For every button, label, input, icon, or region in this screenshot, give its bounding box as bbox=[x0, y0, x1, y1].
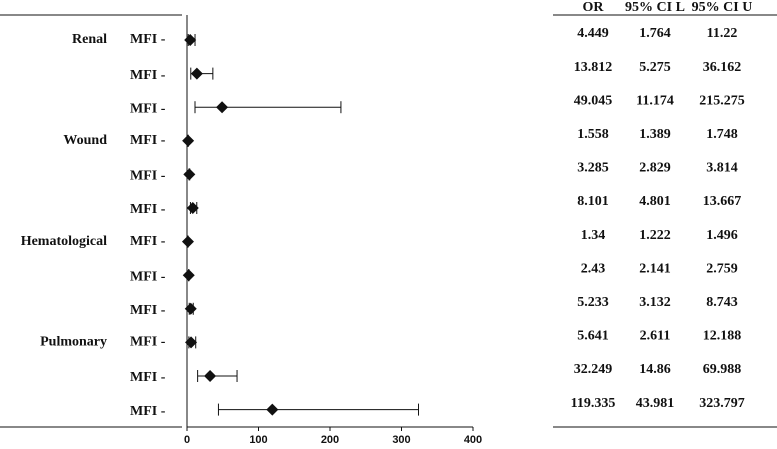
table-value: 2.141 bbox=[639, 261, 671, 276]
table-value: 5.641 bbox=[577, 329, 609, 344]
or-marker bbox=[182, 269, 195, 282]
x-tick-label: 0 bbox=[184, 434, 190, 446]
x-tick-label: 300 bbox=[392, 434, 410, 446]
group-label: Hematological bbox=[21, 234, 107, 249]
table-value: 49.045 bbox=[574, 93, 613, 108]
row-label: MFI - bbox=[130, 269, 166, 284]
row-label: MFI - bbox=[130, 101, 166, 116]
table-value: 11.22 bbox=[707, 26, 738, 41]
or-marker bbox=[184, 302, 197, 315]
table-value: 43.981 bbox=[636, 396, 675, 411]
column-header: 95% CI L bbox=[625, 0, 685, 15]
row-label: MFI - bbox=[130, 303, 166, 318]
or-marker bbox=[266, 403, 279, 416]
table-value: 32.249 bbox=[574, 362, 613, 377]
table-value: 1.764 bbox=[639, 26, 671, 41]
table-value: 8.743 bbox=[706, 295, 738, 310]
or-marker bbox=[204, 370, 217, 382]
row-label: MFI - bbox=[130, 68, 166, 83]
table-value: 1.389 bbox=[639, 127, 671, 142]
row-label: MFI - bbox=[130, 335, 166, 350]
table-value: 1.222 bbox=[639, 228, 671, 243]
table-value: 1.748 bbox=[706, 127, 738, 142]
column-header: 95% CI U bbox=[692, 0, 753, 15]
table-value: 2.43 bbox=[581, 261, 606, 276]
table-value: 215.275 bbox=[699, 93, 745, 108]
table-value: 36.162 bbox=[703, 60, 742, 75]
table-value: 2.759 bbox=[706, 261, 738, 276]
table-value: 323.797 bbox=[699, 396, 745, 411]
row-label: MFI - bbox=[130, 133, 166, 148]
or-marker bbox=[183, 168, 196, 181]
or-marker bbox=[190, 67, 203, 80]
x-tick-label: 100 bbox=[249, 434, 267, 446]
row-label: MFI - bbox=[130, 370, 166, 385]
row-label: MFI - bbox=[130, 202, 166, 217]
column-header: OR bbox=[583, 0, 605, 15]
table-value: 3.814 bbox=[706, 161, 738, 176]
or-marker bbox=[181, 235, 194, 248]
table-value: 8.101 bbox=[577, 194, 609, 209]
table-value: 69.988 bbox=[703, 362, 742, 377]
or-marker bbox=[216, 101, 229, 114]
table-value: 5.275 bbox=[639, 60, 671, 75]
table-value: 1.558 bbox=[577, 127, 609, 142]
table-value: 11.174 bbox=[636, 93, 674, 108]
x-tick-label: 200 bbox=[321, 434, 339, 446]
table-value: 14.86 bbox=[639, 362, 671, 377]
or-marker bbox=[185, 336, 198, 349]
table-value: 3.132 bbox=[639, 295, 671, 310]
or-marker bbox=[184, 34, 197, 46]
group-label: Renal bbox=[72, 32, 107, 47]
table-value: 13.812 bbox=[574, 60, 613, 75]
table-value: 13.667 bbox=[703, 194, 742, 209]
row-label: MFI - bbox=[130, 404, 166, 419]
table-value: 4.449 bbox=[577, 26, 609, 41]
x-tick-label: 400 bbox=[464, 434, 482, 446]
table-value: 5.233 bbox=[577, 295, 609, 310]
table-value: 12.188 bbox=[703, 329, 742, 344]
table-value: 2.829 bbox=[639, 161, 671, 176]
row-label: MFI - bbox=[130, 234, 166, 249]
table-value: 1.34 bbox=[581, 228, 606, 243]
table-value: 2.611 bbox=[640, 329, 671, 344]
table-value: 3.285 bbox=[577, 161, 609, 176]
table-value: 119.335 bbox=[571, 396, 616, 411]
or-marker bbox=[186, 202, 199, 214]
or-marker bbox=[182, 134, 195, 147]
group-label: Pulmonary bbox=[40, 335, 107, 350]
table-value: 4.801 bbox=[639, 194, 671, 209]
row-label: MFI - bbox=[130, 169, 166, 184]
row-label: MFI - bbox=[130, 32, 166, 47]
group-label: Wound bbox=[63, 133, 107, 148]
table-value: 1.496 bbox=[706, 228, 738, 243]
